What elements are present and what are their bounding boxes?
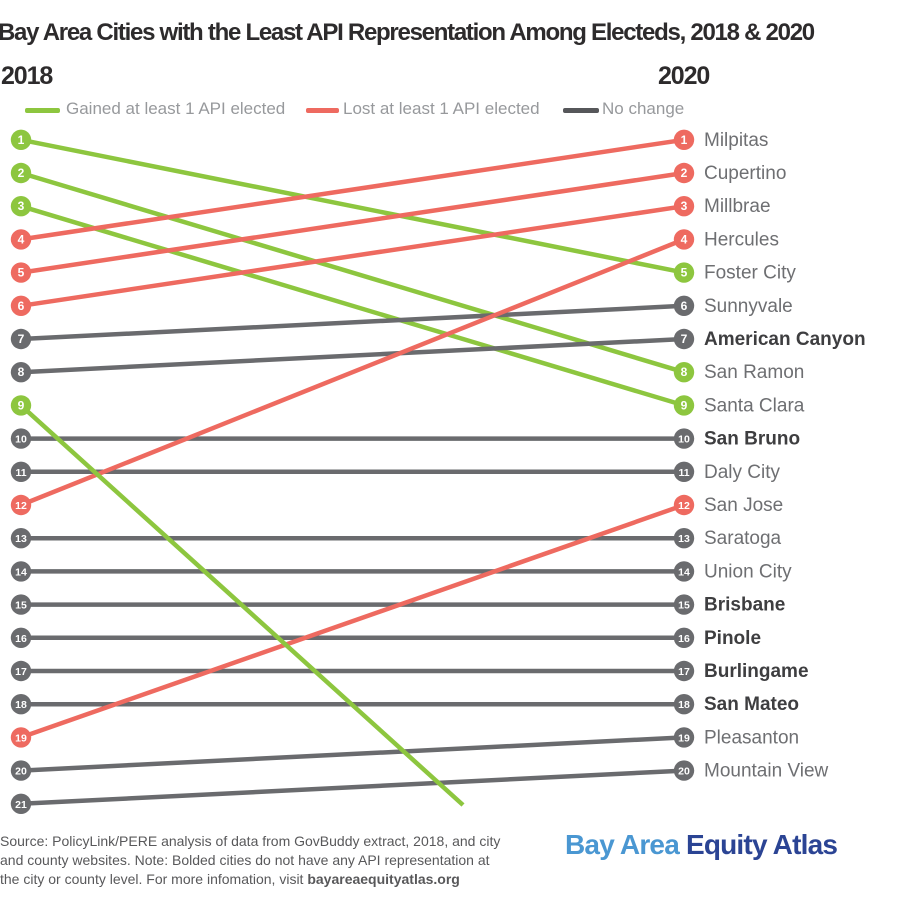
svg-text:20: 20 (678, 766, 690, 778)
svg-text:San Bruno: San Bruno (704, 429, 800, 450)
svg-text:6: 6 (18, 299, 25, 313)
svg-text:1: 1 (18, 133, 25, 147)
svg-text:San Ramon: San Ramon (704, 362, 804, 383)
svg-text:2: 2 (18, 166, 25, 180)
svg-text:13: 13 (678, 533, 690, 545)
svg-text:Sunnyvale: Sunnyvale (704, 296, 793, 317)
svg-text:19: 19 (15, 732, 27, 744)
svg-text:Foster City: Foster City (704, 263, 796, 284)
svg-text:18: 18 (15, 699, 27, 711)
svg-text:20: 20 (15, 766, 27, 778)
svg-text:14: 14 (678, 566, 690, 578)
svg-text:3: 3 (18, 199, 25, 213)
svg-text:21: 21 (15, 799, 27, 811)
svg-text:17: 17 (678, 666, 690, 678)
svg-text:Millbrae: Millbrae (704, 196, 771, 217)
svg-text:19: 19 (678, 732, 690, 744)
svg-text:13: 13 (15, 533, 27, 545)
svg-text:San Jose: San Jose (704, 495, 783, 516)
svg-text:Hercules: Hercules (704, 229, 779, 250)
svg-text:Pleasanton: Pleasanton (704, 727, 799, 748)
svg-text:16: 16 (678, 633, 690, 645)
svg-text:5: 5 (18, 266, 25, 280)
svg-text:San Mateo: San Mateo (704, 694, 799, 715)
svg-text:11: 11 (678, 467, 689, 479)
svg-text:12: 12 (678, 500, 690, 512)
svg-text:Cupertino: Cupertino (704, 163, 786, 184)
svg-text:9: 9 (18, 398, 25, 412)
svg-text:Daly City: Daly City (704, 462, 781, 483)
svg-text:Brisbane: Brisbane (704, 595, 785, 616)
svg-text:American Canyon: American Canyon (704, 329, 866, 350)
svg-text:7: 7 (18, 332, 25, 346)
svg-text:15: 15 (15, 600, 27, 612)
svg-text:3: 3 (681, 199, 688, 213)
svg-text:Santa Clara: Santa Clara (704, 395, 805, 416)
svg-text:7: 7 (681, 332, 688, 346)
svg-text:10: 10 (678, 434, 690, 446)
svg-text:2: 2 (681, 166, 688, 180)
svg-text:9: 9 (681, 398, 688, 412)
svg-text:4: 4 (18, 232, 25, 246)
svg-text:17: 17 (15, 666, 27, 678)
svg-text:1: 1 (681, 133, 688, 147)
svg-text:4: 4 (681, 232, 688, 246)
svg-text:Burlingame: Burlingame (704, 661, 809, 682)
svg-text:18: 18 (678, 699, 690, 711)
svg-text:8: 8 (18, 365, 25, 379)
svg-text:5: 5 (681, 266, 688, 280)
svg-text:Mountain View: Mountain View (704, 761, 829, 782)
svg-text:14: 14 (15, 566, 27, 578)
svg-text:12: 12 (15, 500, 27, 512)
svg-text:6: 6 (681, 299, 688, 313)
svg-text:Milpitas: Milpitas (704, 130, 768, 151)
svg-text:15: 15 (678, 600, 690, 612)
svg-text:11: 11 (15, 467, 26, 479)
svg-text:Pinole: Pinole (704, 628, 761, 649)
svg-text:16: 16 (15, 633, 27, 645)
svg-text:8: 8 (681, 365, 688, 379)
svg-text:10: 10 (15, 434, 27, 446)
svg-text:Union City: Union City (704, 561, 792, 582)
svg-text:Saratoga: Saratoga (704, 528, 782, 549)
